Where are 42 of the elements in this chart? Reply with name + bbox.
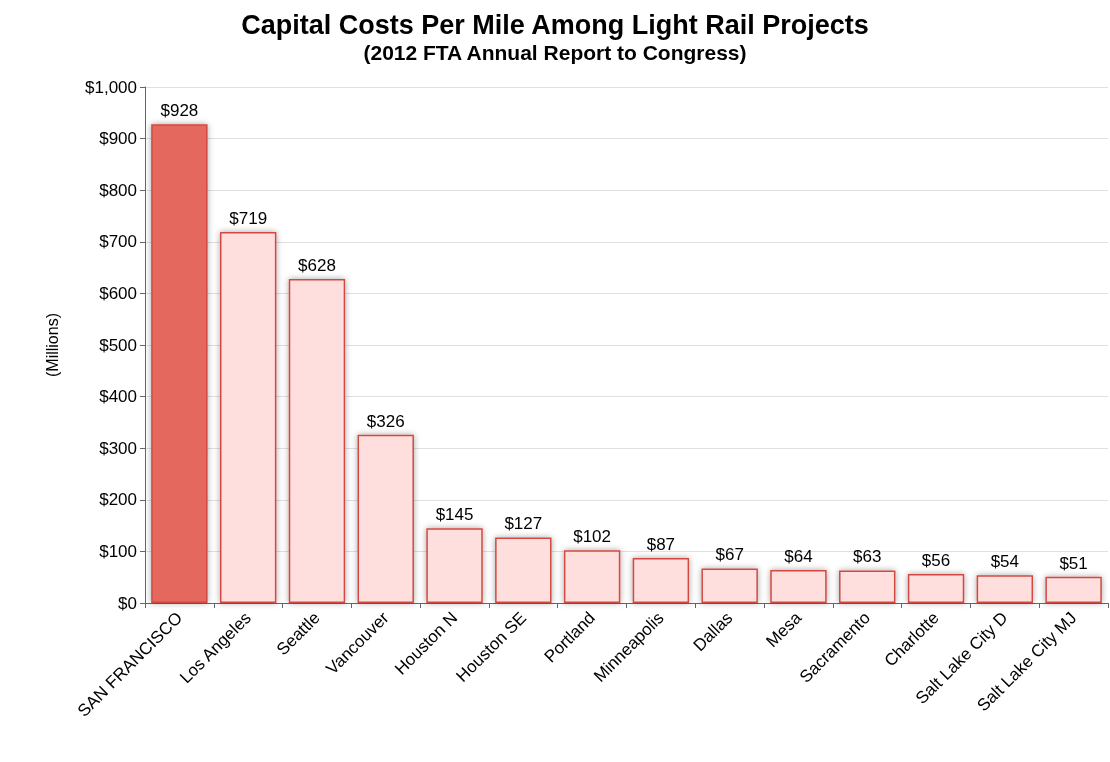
data-label: $127	[504, 514, 543, 534]
data-label: $326	[366, 411, 405, 431]
bar	[288, 278, 346, 603]
data-label: $102	[573, 527, 612, 547]
data-label: $51	[1059, 553, 1088, 573]
y-tick-label: $900	[99, 129, 137, 149]
bar	[563, 550, 621, 603]
bar	[632, 558, 690, 603]
chart-title: Capital Costs Per Mile Among Light Rail Projects	[241, 9, 869, 40]
y-tick-label: $1,000	[85, 77, 137, 97]
y-tick-label: $800	[99, 180, 137, 200]
y-tick-label: $200	[99, 490, 137, 510]
y-tick-label: $400	[99, 387, 137, 407]
y-tick-label: $100	[99, 541, 137, 561]
data-label: $63	[853, 547, 882, 567]
data-label: $54	[990, 552, 1020, 572]
data-label: $87	[646, 535, 676, 555]
bar	[1045, 576, 1102, 603]
bar	[219, 232, 277, 603]
data-label: $145	[435, 505, 474, 525]
bar	[495, 537, 552, 603]
chart-subtitle: (2012 FTA Annual Report to Congress)	[363, 41, 747, 64]
bar	[907, 574, 965, 603]
data-label: $928	[160, 101, 199, 121]
data-label: $67	[715, 545, 744, 565]
y-tick-label: $700	[99, 232, 137, 252]
y-tick-label: $0	[118, 593, 137, 613]
bar	[839, 570, 896, 603]
bar	[976, 575, 1034, 603]
bar	[357, 434, 414, 603]
y-tick-label: $300	[99, 438, 137, 458]
data-label: $719	[229, 209, 268, 228]
y-tick-label: $500	[99, 335, 137, 355]
bar	[426, 528, 483, 603]
data-label: $628	[298, 255, 336, 275]
y-tick-label: $600	[99, 283, 137, 303]
y-axis-title: (Millions)	[43, 313, 61, 377]
data-label: $64	[784, 546, 813, 566]
bar	[770, 569, 827, 603]
data-label: $56	[921, 551, 951, 571]
bar	[701, 568, 758, 603]
bar	[151, 124, 208, 603]
